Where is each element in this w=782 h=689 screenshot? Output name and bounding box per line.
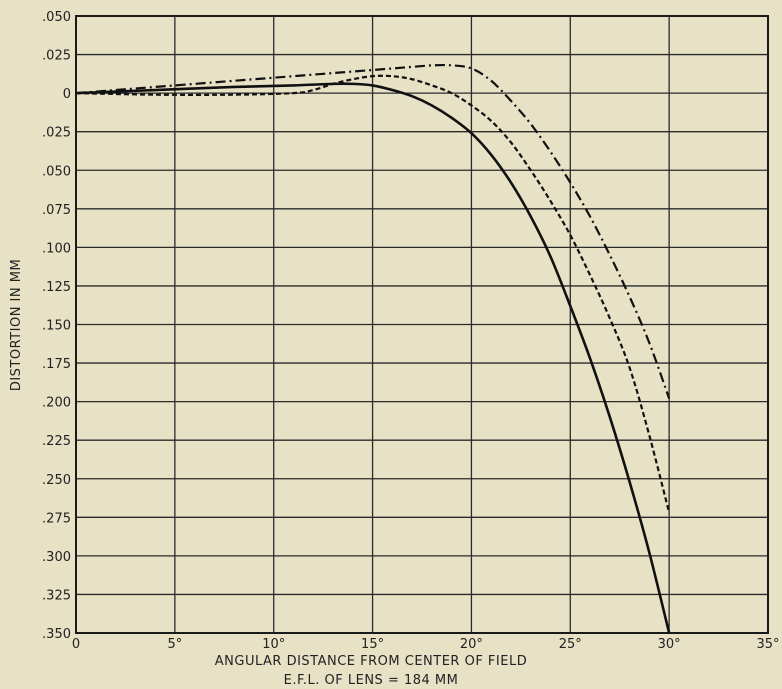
y-tick-label: .100 bbox=[42, 241, 71, 256]
grid bbox=[75, 15, 769, 634]
y-tick-label: .125 bbox=[42, 280, 71, 295]
x-tick-label: 35° bbox=[756, 637, 779, 652]
x-tick-label: 0 bbox=[72, 637, 80, 652]
x-tick-labels: 0 5° 10° 15° 20° 25° 30° 35° bbox=[72, 637, 780, 652]
series-line-solid bbox=[75, 82, 671, 634]
x-tick-label: 10° bbox=[262, 637, 285, 652]
y-tick-label: .075 bbox=[42, 203, 71, 218]
y-tick-label: .175 bbox=[42, 357, 71, 372]
y-tick-label: .300 bbox=[42, 550, 71, 565]
y-tick-label: .225 bbox=[42, 434, 71, 449]
x-tick-label: 20° bbox=[460, 637, 483, 652]
x-tick-label: 30° bbox=[658, 637, 681, 652]
y-tick-label: .350 bbox=[42, 627, 71, 642]
x-tick-label: 15° bbox=[361, 637, 384, 652]
x-tick-label: 25° bbox=[559, 637, 582, 652]
y-tick-label: .275 bbox=[42, 511, 71, 526]
series-lines bbox=[75, 63, 671, 634]
y-tick-label: .325 bbox=[42, 588, 71, 603]
y-tick-label: .150 bbox=[42, 319, 71, 334]
series-line-dashed bbox=[75, 74, 671, 513]
y-tick-label: .025 bbox=[42, 126, 71, 141]
lens-focal-length-note: E.F.L. OF LENS = 184 MM bbox=[284, 673, 459, 688]
series-line-dashdot bbox=[75, 63, 671, 399]
y-tick-label: .050 bbox=[42, 10, 71, 25]
y-tick-label: .250 bbox=[42, 473, 71, 488]
y-tick-label: .200 bbox=[42, 396, 71, 411]
y-axis-title: DISTORTION IN MM bbox=[9, 259, 24, 391]
x-axis-title: ANGULAR DISTANCE FROM CENTER OF FIELD bbox=[215, 654, 527, 669]
y-tick-labels: .050 .025 0 .025 .050 .075 .100 .125 .150 .175 .20… bbox=[42, 10, 71, 642]
plot-frame bbox=[75, 15, 769, 634]
x-tick-label: 5° bbox=[167, 637, 182, 652]
y-tick-label: .050 bbox=[42, 164, 71, 179]
y-tick-label: .025 bbox=[42, 49, 71, 64]
y-tick-label: 0 bbox=[63, 87, 71, 102]
